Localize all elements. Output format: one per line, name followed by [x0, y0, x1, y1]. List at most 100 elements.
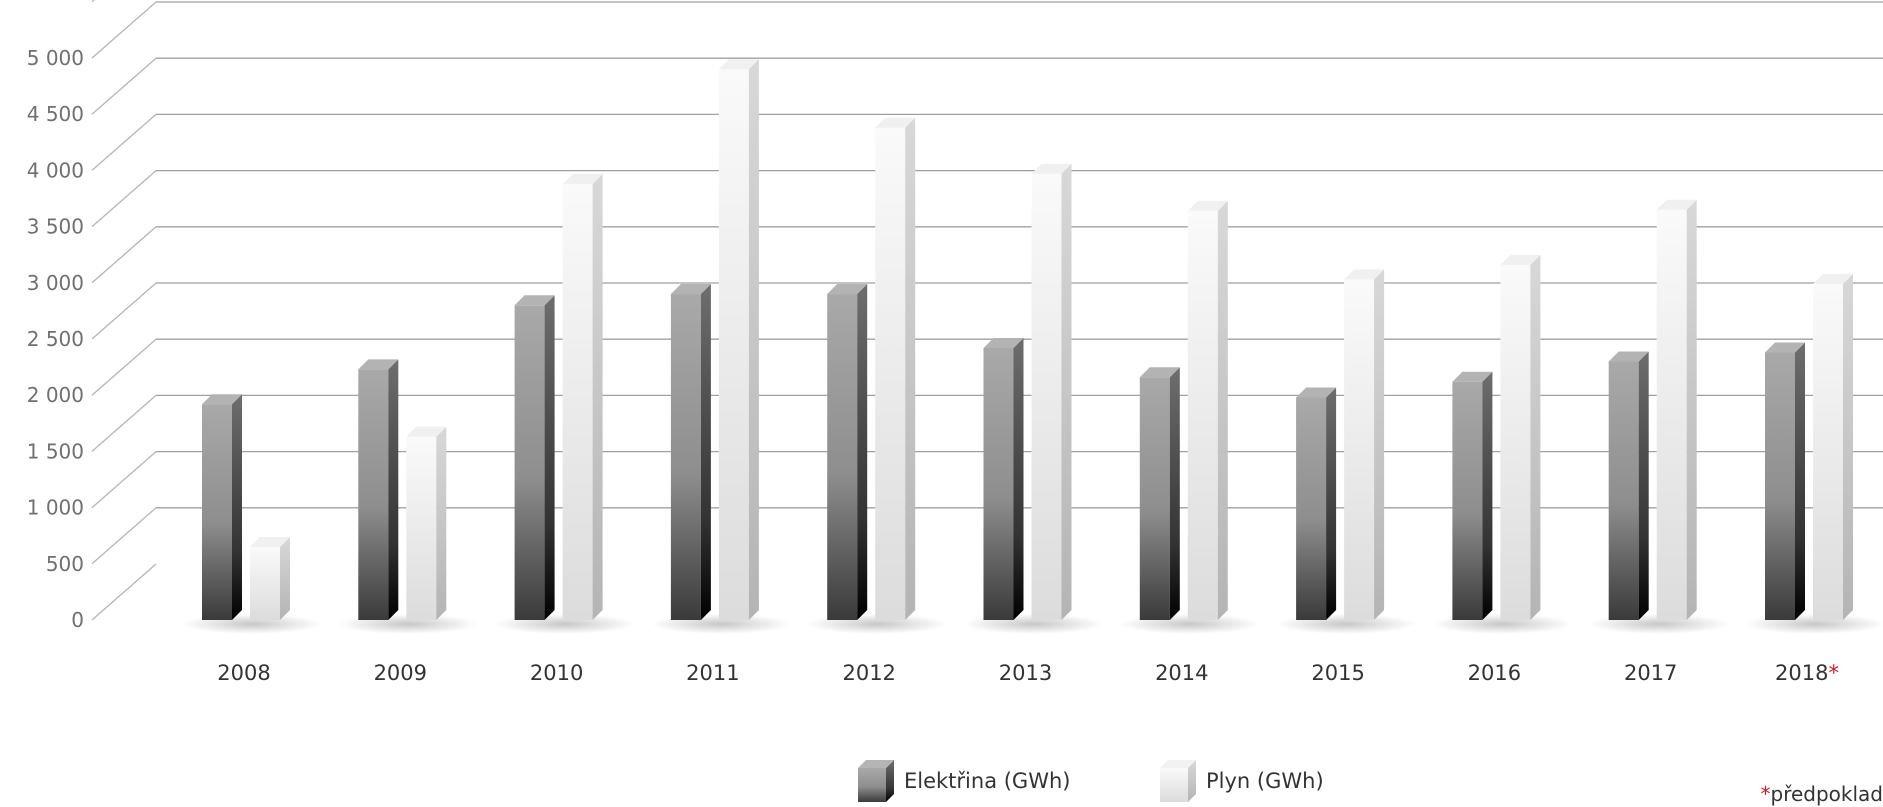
gridline-depth: [91, 394, 157, 452]
bar-plyn: [1813, 273, 1853, 620]
bar-elektrina: [514, 295, 555, 620]
bar-elektrina-front: [514, 305, 545, 620]
bar-elektrina-side: [857, 284, 868, 620]
bar-plyn-top: [718, 59, 759, 70]
bar-elektrina-side: [232, 394, 242, 620]
x-tick-label: 2015: [1311, 661, 1364, 685]
bar-elektrina-front: [670, 294, 701, 620]
legend-label-elektrina: Elektřina (GWh): [904, 769, 1071, 793]
x-tick-label: 2011: [686, 661, 739, 685]
bar-elektrina-top: [1139, 367, 1180, 378]
bar-plyn-side: [905, 117, 916, 621]
bar-elektrina-side: [1482, 371, 1493, 620]
bar-plyn-side: [748, 59, 759, 621]
bar-elektrina-top: [827, 284, 868, 295]
gridline-depth: [91, 226, 157, 284]
bar-plyn-top: [406, 426, 447, 437]
bar-elektrina-front: [1765, 352, 1795, 620]
bar-plyn-front: [1500, 264, 1531, 620]
gridline-depth: [91, 338, 157, 396]
bar-elektrina-side: [388, 359, 399, 620]
bar-elektrina: [827, 284, 868, 620]
bar-plyn-top: [1344, 269, 1385, 280]
bar-plyn-front: [875, 127, 906, 621]
bar-plyn-front: [1656, 209, 1687, 621]
x-tick-label: 2013: [999, 661, 1052, 685]
x-tick-label: 2012: [842, 661, 895, 685]
y-tick-label: 2 500: [27, 327, 84, 351]
bar-elektrina: [983, 337, 1024, 620]
bar-elektrina: [1139, 367, 1180, 620]
bar-plyn: [1500, 254, 1541, 621]
footnote: *předpoklad: [1761, 782, 1883, 806]
bar-elektrina-front: [358, 369, 389, 620]
y-tick-label: 1 500: [27, 439, 84, 463]
bar-plyn-side: [1686, 199, 1697, 621]
legend-item-plyn: Plyn (GWh): [1160, 760, 1324, 802]
bar-elektrina: [358, 359, 399, 620]
plyn-swatch-icon: [1160, 760, 1196, 802]
bar-elektrina: [670, 284, 711, 620]
bar-plyn: [875, 117, 916, 621]
bar-plyn-top: [1656, 199, 1697, 210]
bar-shadows: [182, 614, 1883, 634]
x-tick-label: 2017: [1624, 661, 1677, 685]
y-tick-label: 3 500: [27, 215, 84, 239]
x-tick-label: 2008: [217, 661, 270, 685]
bar-elektrina-front: [202, 404, 232, 620]
footnote-text: předpoklad: [1770, 782, 1883, 806]
bar-plyn-front: [250, 546, 280, 620]
gridline-depth: [91, 282, 157, 340]
bar-plyn: [250, 536, 290, 620]
bar-plyn-front: [718, 69, 749, 621]
elektrina-swatch-icon: [858, 760, 894, 802]
bar-elektrina: [1765, 342, 1805, 620]
gridline-depth: [91, 1, 157, 59]
bar-elektrina-front: [1452, 381, 1483, 620]
bar-plyn-side: [1530, 254, 1541, 621]
bar-elektrina-top: [670, 284, 711, 295]
bar-plyn-side: [280, 536, 290, 620]
bar-plyn: [406, 426, 447, 620]
bar-elektrina-side: [1638, 351, 1649, 620]
footnote-mark: *: [1760, 782, 1771, 806]
x-tick-label: 2010: [530, 661, 583, 685]
y-tick-label: 4 500: [27, 102, 84, 126]
bar-plyn-front: [406, 436, 437, 620]
bar-plyn-side: [592, 173, 603, 620]
gridline-depth: [91, 563, 157, 621]
bar-plyn-side: [1217, 200, 1228, 620]
bar-elektrina: [1452, 371, 1493, 620]
x-tick-asterisk: *: [1828, 661, 1839, 685]
x-tick-label: 2009: [374, 661, 427, 685]
bar-elektrina-top: [1296, 387, 1337, 398]
bar-plyn-front: [1813, 283, 1843, 620]
y-tick-label: 3 000: [27, 271, 84, 295]
bar-elektrina-side: [1795, 342, 1805, 620]
y-tick-label: 5 000: [27, 46, 84, 70]
gridline-depth: [91, 57, 157, 115]
bar-plyn-top: [562, 173, 603, 184]
bar-plyn-top: [1813, 273, 1853, 284]
gridline-depth: [91, 507, 157, 565]
y-tick-label: 4 000: [27, 158, 84, 182]
bar-elektrina-side: [1013, 337, 1024, 620]
y-tick-label: 1 000: [27, 496, 84, 520]
gridline-depth: [91, 451, 157, 509]
bar-plyn-front: [562, 183, 593, 620]
bar-plyn: [718, 59, 759, 621]
bar-plyn-front: [1187, 210, 1218, 620]
bar-elektrina-top: [514, 295, 555, 306]
bar-plyn: [1656, 199, 1697, 621]
bar-elektrina-top: [1765, 342, 1805, 353]
bar-plyn-top: [1031, 163, 1072, 174]
bar-elektrina-side: [544, 295, 555, 620]
bar-plyn-side: [436, 426, 447, 620]
bar-elektrina-top: [358, 359, 399, 370]
gridline-depth: [91, 0, 96, 3]
bar-elektrina-top: [983, 337, 1024, 348]
bar-elektrina-side: [700, 284, 711, 620]
bar-elektrina-side: [1326, 387, 1337, 620]
y-tick-label: 0: [71, 608, 84, 632]
